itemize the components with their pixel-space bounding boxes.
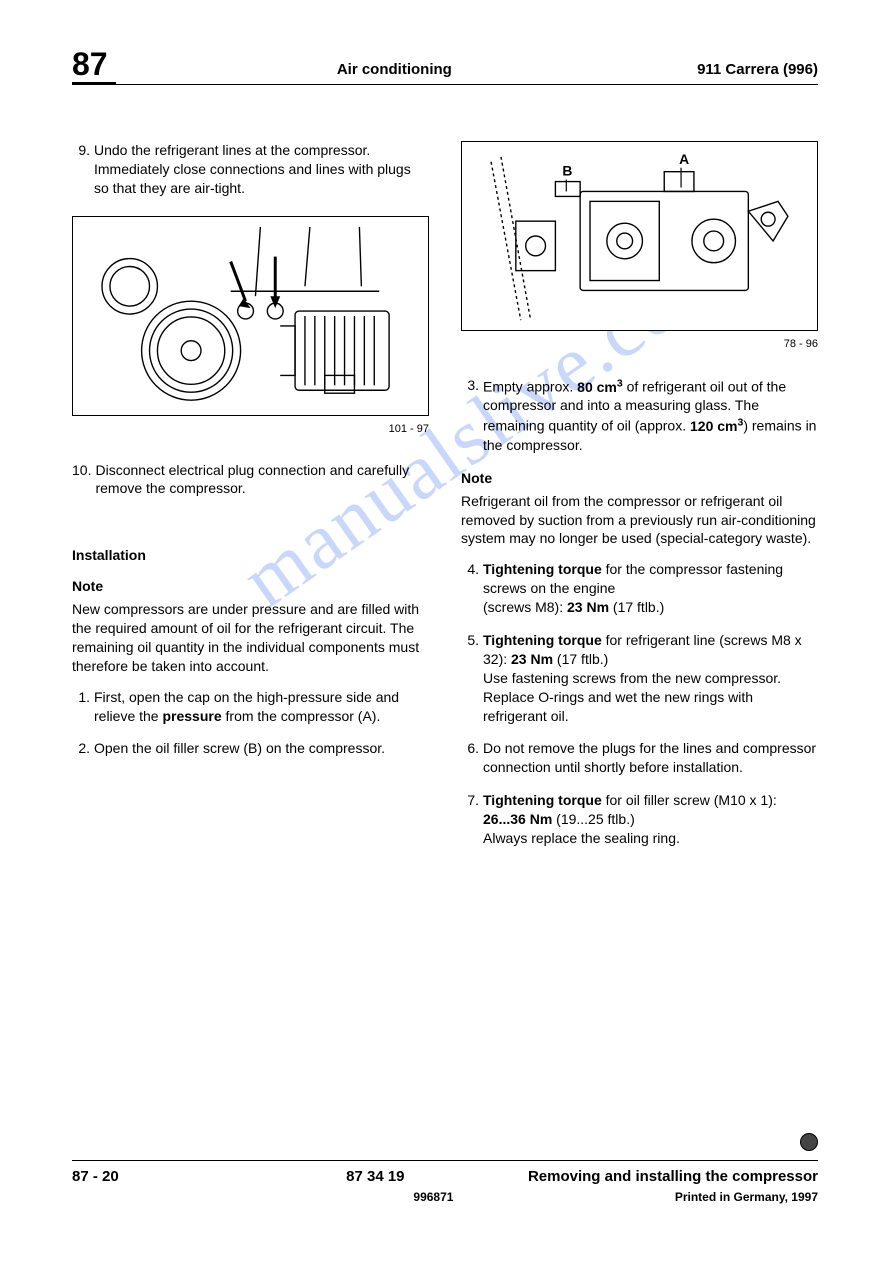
step-2: 2. Open the oil filler screw (B) on the …	[72, 739, 429, 758]
step-10: 10. Disconnect electrical plug connectio…	[72, 461, 429, 499]
header-title: Air conditioning	[116, 60, 673, 82]
footer-printed: Printed in Germany, 1997	[675, 1189, 818, 1205]
page-header: 87 Air conditioning 911 Carrera (996)	[72, 48, 818, 85]
text: (17 ftlb.)	[553, 651, 608, 667]
figure-2: A B	[461, 141, 818, 331]
left-column: 9. Undo the refrigerant lines at the com…	[72, 141, 429, 862]
step-text: First, open the cap on the high-pressure…	[94, 688, 429, 726]
footer-title: Removing and installing the compressor	[512, 1167, 818, 1187]
step-9: 9. Undo the refrigerant lines at the com…	[72, 141, 429, 198]
installation-heading: Installation	[72, 546, 429, 565]
bold-text: Tightening torque	[483, 792, 602, 808]
chapter-number: 87	[72, 48, 116, 85]
footer-subcode: 996871	[72, 1189, 675, 1205]
bold-text: 23 Nm	[567, 599, 609, 615]
note-text: New compressors are under pressure and a…	[72, 600, 429, 676]
text: Use fastening screws from the new compre…	[483, 670, 781, 724]
bold-text: pressure	[162, 708, 221, 724]
step-text: Undo the refrigerant lines at the compre…	[94, 141, 429, 198]
step-7: 7. Tightening torque for oil filler scre…	[461, 791, 818, 848]
figure-1-caption: 101 - 97	[72, 422, 429, 437]
step-number: 9.	[72, 141, 94, 198]
step-number: 10.	[72, 461, 95, 499]
text: (screws M8):	[483, 599, 567, 615]
step-text: Disconnect electrical plug connection an…	[95, 461, 429, 499]
label-a: A	[679, 151, 689, 167]
page-marker-dot	[800, 1133, 818, 1151]
right-column: A B 78 - 96 3. Empty approx. 80 cm3 of r…	[461, 141, 818, 862]
step-text: Empty approx. 80 cm3 of refrigerant oil …	[483, 376, 818, 455]
step-text: Open the oil filler screw (B) on the com…	[94, 739, 429, 758]
step-6: 6. Do not remove the plugs for the lines…	[461, 739, 818, 777]
step-3: 3. Empty approx. 80 cm3 of refrigerant o…	[461, 376, 818, 455]
step-number: 1.	[72, 688, 94, 726]
page-footer: 87 - 20 87 34 19 Removing and installing…	[72, 1160, 818, 1205]
step-number: 3.	[461, 376, 483, 455]
bold-text: Tightening torque	[483, 632, 602, 648]
label-b: B	[562, 163, 572, 179]
bold-text: 80 cm	[577, 379, 617, 395]
text: from the compressor (A).	[222, 708, 381, 724]
step-text: Tightening torque for oil filler screw (…	[483, 791, 818, 848]
note-text: Refrigerant oil from the compressor or r…	[461, 492, 818, 549]
text: for oil filler screw (M10 x 1):	[602, 792, 777, 808]
step-number: 6.	[461, 739, 483, 777]
step-number: 4.	[461, 560, 483, 617]
text: (19...25 ftlb.)	[552, 811, 634, 827]
bold-text: Tightening torque	[483, 561, 602, 577]
step-5: 5. Tightening torque for refrigerant lin…	[461, 631, 818, 725]
text: Empty approx.	[483, 379, 577, 395]
bold-text: 120 cm	[690, 418, 737, 434]
figure-2-caption: 78 - 96	[461, 337, 818, 352]
step-number: 2.	[72, 739, 94, 758]
footer-code: 87 34 19	[119, 1167, 512, 1187]
bold-text: 26...36 Nm	[483, 811, 552, 827]
note-heading: Note	[72, 577, 429, 596]
figure-1	[72, 216, 429, 416]
step-4: 4. Tightening torque for the compressor …	[461, 560, 818, 617]
header-model: 911 Carrera (996)	[673, 60, 818, 82]
step-number: 5.	[461, 631, 483, 725]
step-text: Do not remove the plugs for the lines an…	[483, 739, 818, 777]
text: Always replace the sealing ring.	[483, 830, 680, 846]
text: (17 ftlb.)	[609, 599, 664, 615]
step-text: Tightening torque for refrigerant line (…	[483, 631, 818, 725]
footer-page: 87 - 20	[72, 1167, 119, 1187]
step-number: 7.	[461, 791, 483, 848]
bold-text: 23 Nm	[511, 651, 553, 667]
step-text: Tightening torque for the compressor fas…	[483, 560, 818, 617]
note-heading: Note	[461, 469, 818, 488]
step-1: 1. First, open the cap on the high-press…	[72, 688, 429, 726]
